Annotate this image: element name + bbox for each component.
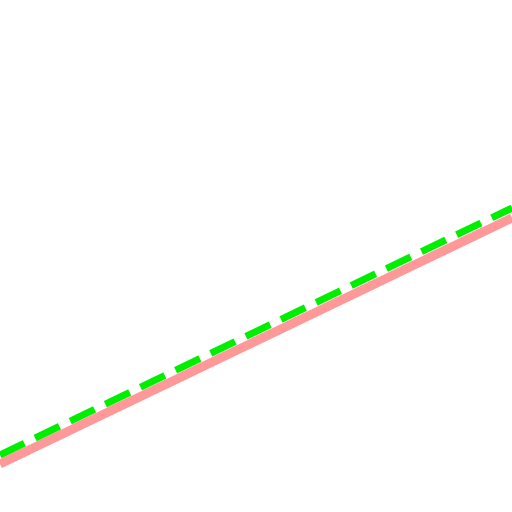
dashed-line (0, 204, 512, 459)
solid-line (0, 213, 512, 469)
